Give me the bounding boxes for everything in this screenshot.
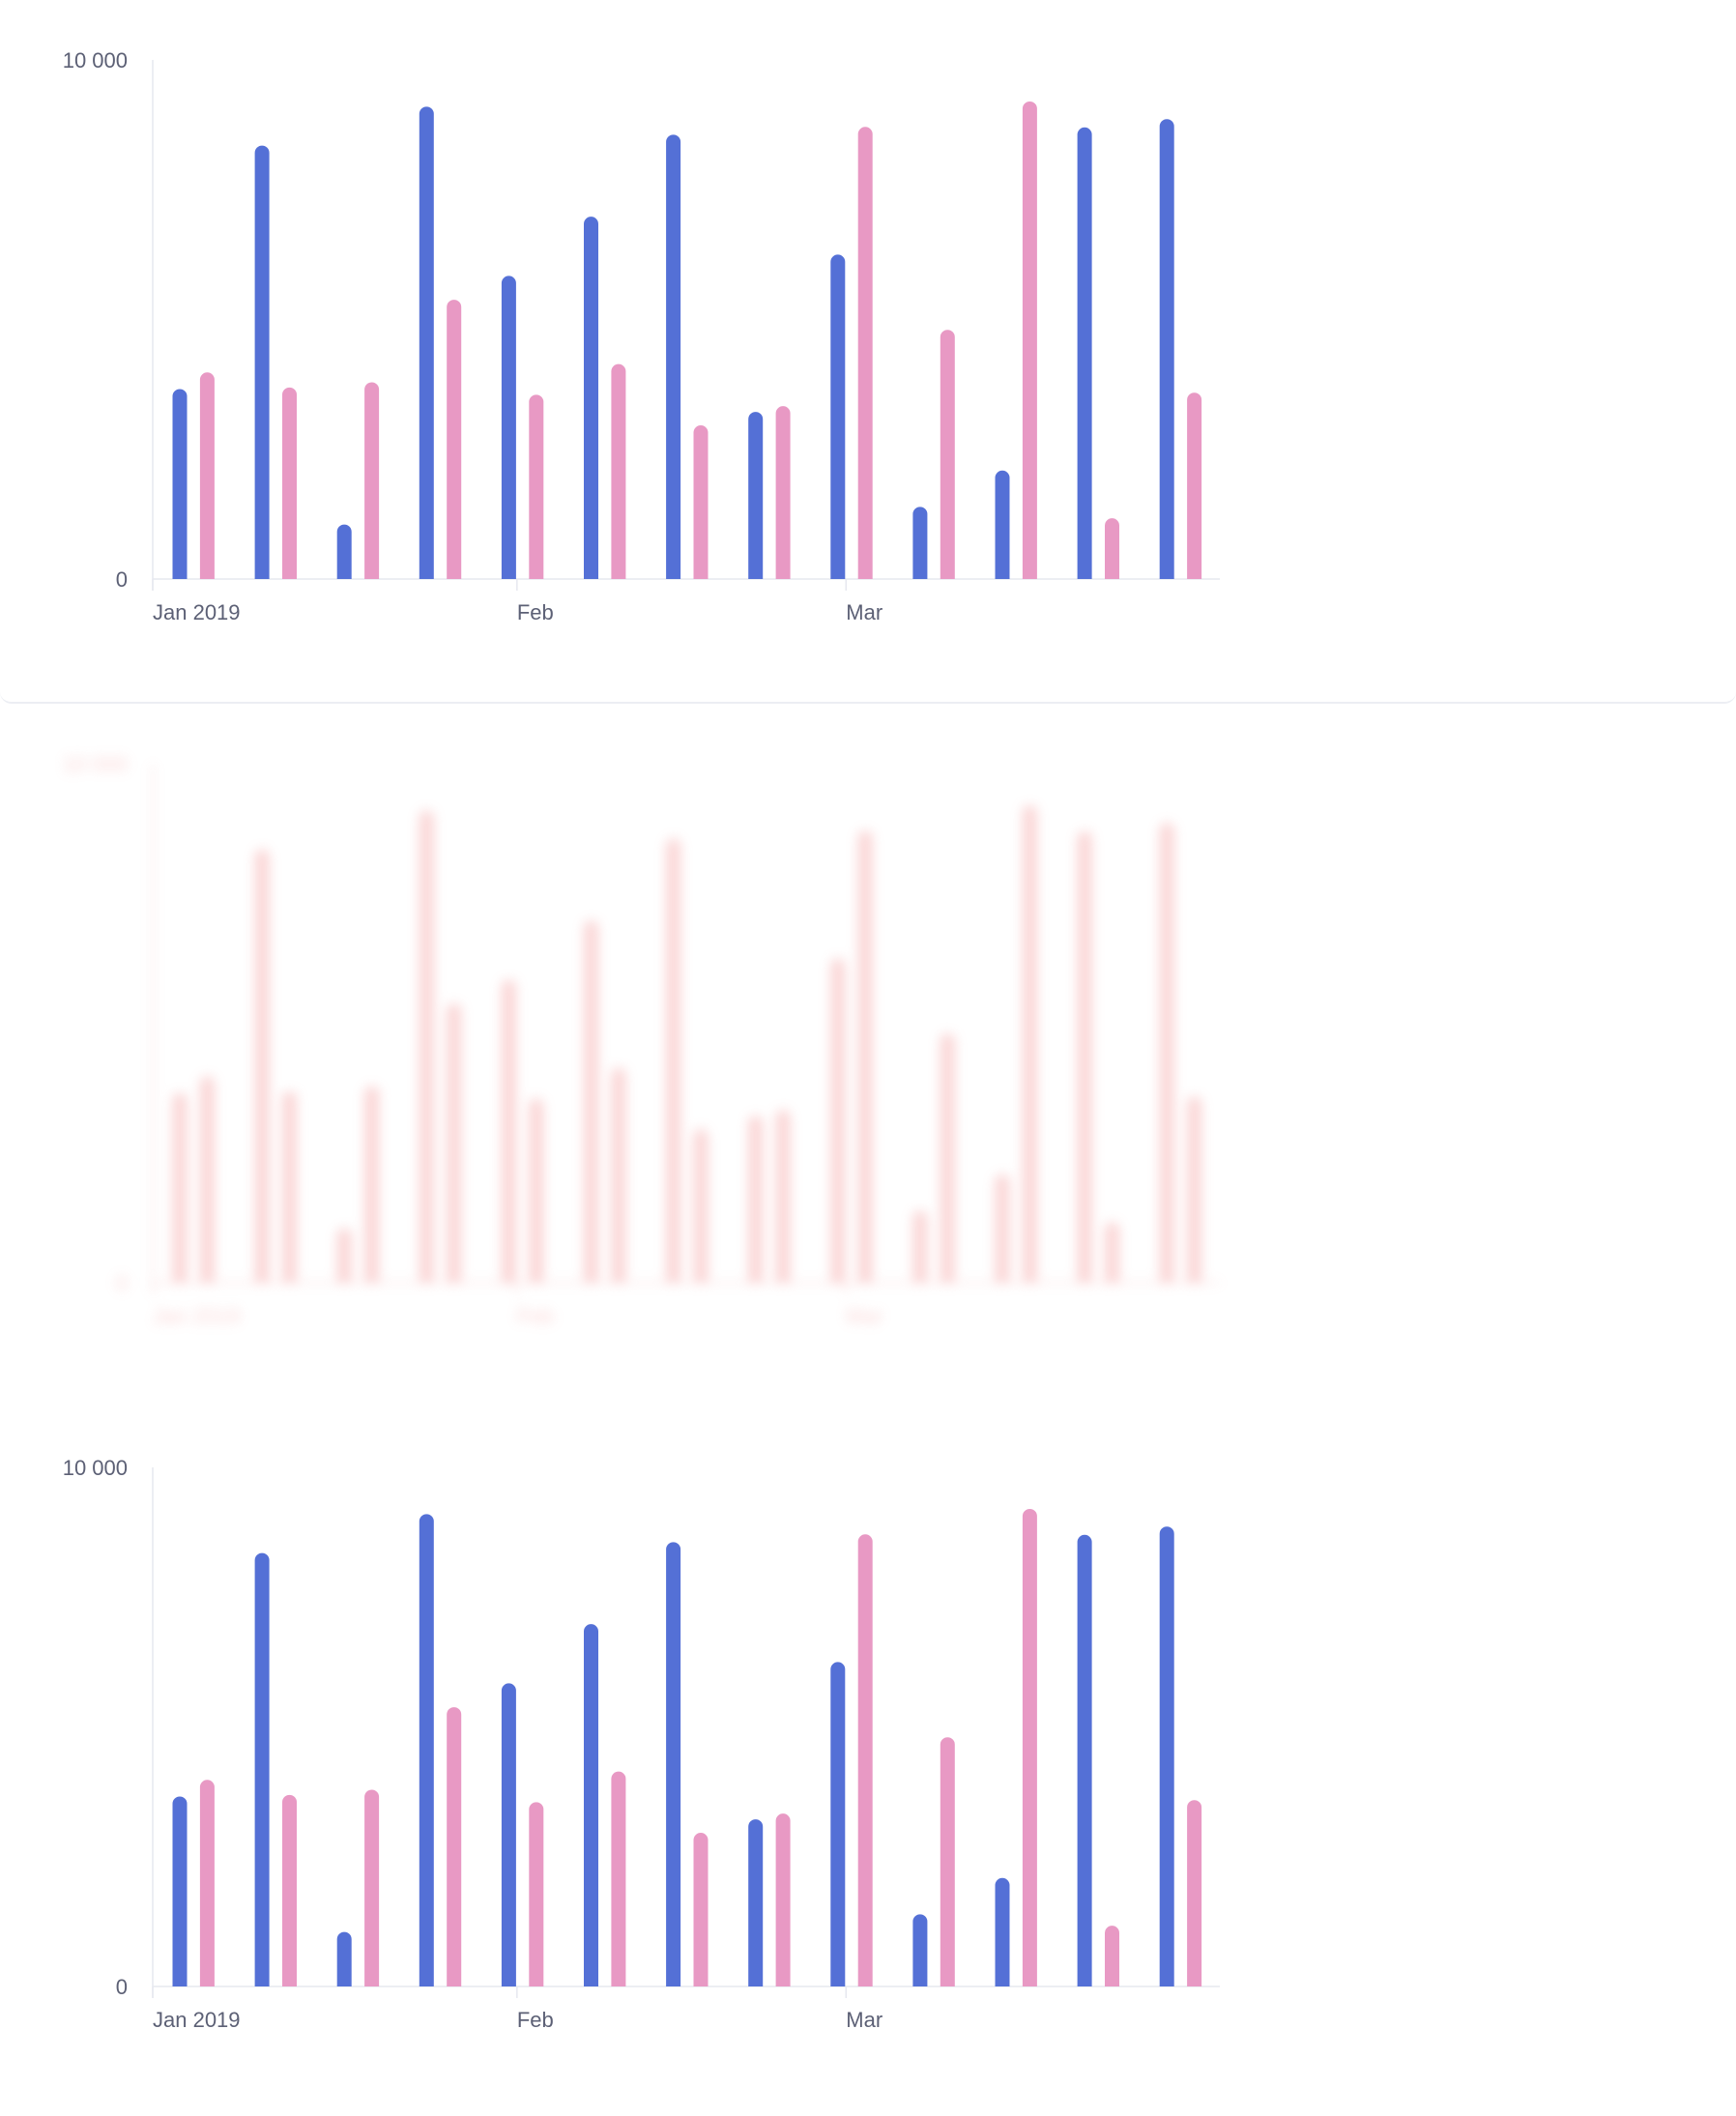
- bottom-chart-x-tick-label: Mar: [846, 2008, 882, 2032]
- ghost-chart-bar-series-1[interactable]: [172, 1092, 188, 1283]
- top-chart-bar-series-1[interactable]: [830, 254, 846, 579]
- ghost-chart-bar-series-2[interactable]: [857, 830, 873, 1283]
- bottom-chart-bar-series-2[interactable]: [1105, 1926, 1119, 1986]
- ghost-chart-bar-series-1[interactable]: [336, 1228, 352, 1283]
- top-chart-bar-series-2[interactable]: [693, 425, 709, 579]
- ghost-chart-bar-series-2[interactable]: [693, 1129, 709, 1283]
- top-chart-bar-series-2[interactable]: [940, 330, 955, 579]
- top-chart-x-tick-label: Jan 2019: [153, 600, 241, 624]
- top-chart-bar-series-2[interactable]: [1187, 392, 1202, 579]
- ghost-chart-bar-series-2[interactable]: [529, 1098, 544, 1283]
- ghost-chart-x-tick-label: Jan 2019: [153, 1304, 241, 1328]
- ghost-chart-y-tick-label: 0: [116, 1271, 128, 1295]
- top-chart-bar-series-2[interactable]: [199, 372, 215, 579]
- ghost-chart-bar-series-2[interactable]: [1105, 1222, 1119, 1283]
- bottom-chart-bar-series-1[interactable]: [995, 1877, 1010, 1986]
- bottom-chart-bar-series-2[interactable]: [364, 1789, 380, 1986]
- bottom-chart-y-tick-label: 0: [116, 1975, 128, 1999]
- ghost-chart-bar-series-2[interactable]: [447, 1003, 462, 1283]
- top-chart-bar-series-2[interactable]: [447, 300, 462, 579]
- ghost-chart-bar-series-1[interactable]: [666, 838, 681, 1283]
- ghost-chart-bar-series-2[interactable]: [364, 1086, 380, 1283]
- ghost-chart-bar-series-1[interactable]: [419, 810, 434, 1283]
- ghost-chart-y-tick-label: 10 000: [63, 752, 128, 776]
- chart-ghost-overlay: 10 000 0 Jan 2019 Feb Mar: [0, 704, 1736, 1407]
- chart-card-bottom: 10 000 0 Jan 2019 Feb Mar: [0, 1407, 1736, 2111]
- bottom-chart-bar-series-1[interactable]: [912, 1914, 928, 1986]
- bottom-chart-bar-series-1[interactable]: [172, 1796, 188, 1986]
- ghost-chart-bar-series-1[interactable]: [995, 1174, 1010, 1283]
- bottom-chart-bar-series-1[interactable]: [584, 1624, 598, 1986]
- ghost-chart-x-tick-label: Feb: [517, 1304, 554, 1328]
- top-chart-bar-series-1[interactable]: [748, 412, 764, 579]
- top-chart-bar-series-1[interactable]: [419, 106, 434, 579]
- bottom-chart-bar-series-1[interactable]: [830, 1662, 846, 1986]
- ghost-chart-bar-series-2[interactable]: [282, 1090, 297, 1283]
- top-chart-bar-series-2[interactable]: [1022, 101, 1037, 579]
- bar-chart-bottom: 10 000 0 Jan 2019 Feb Mar: [63, 1456, 1220, 2032]
- ghost-chart-bar-series-1[interactable]: [254, 849, 270, 1283]
- ghost-chart-bar-series-1[interactable]: [501, 979, 516, 1283]
- bar-chart-ghost: 10 000 0 Jan 2019 Feb Mar: [63, 752, 1220, 1328]
- ghost-chart-bar-series-2[interactable]: [611, 1067, 626, 1283]
- top-chart-bar-series-1[interactable]: [995, 470, 1010, 579]
- ghost-chart-bar-series-2[interactable]: [1022, 804, 1037, 1283]
- bottom-chart-bar-series-2[interactable]: [693, 1833, 709, 1986]
- top-chart-bar-series-1[interactable]: [666, 134, 681, 580]
- bottom-chart-bar-series-1[interactable]: [1159, 1526, 1174, 1986]
- bottom-chart-bar-series-1[interactable]: [419, 1514, 434, 1986]
- top-chart-bar-series-1[interactable]: [1077, 127, 1092, 579]
- bottom-chart-bar-series-2[interactable]: [940, 1737, 955, 1986]
- bottom-chart-bar-series-2[interactable]: [775, 1813, 791, 1986]
- top-chart-x-tick-label: Feb: [517, 600, 554, 624]
- ghost-chart-bar-series-1[interactable]: [1159, 823, 1174, 1283]
- bottom-chart-bar-series-1[interactable]: [336, 1931, 352, 1986]
- bottom-chart-y-tick-label: 10 000: [63, 1456, 128, 1480]
- ghost-chart-x-tick-label: Mar: [846, 1304, 882, 1328]
- bottom-chart-bar-series-1[interactable]: [254, 1552, 270, 1986]
- top-chart-bar-series-1[interactable]: [336, 524, 352, 579]
- bottom-chart-x-tick-label: Feb: [517, 2008, 554, 2032]
- top-chart-bar-series-1[interactable]: [584, 217, 598, 579]
- top-chart-bar-series-2[interactable]: [364, 382, 380, 579]
- ghost-chart-bar-series-1[interactable]: [748, 1116, 764, 1283]
- bottom-chart-bar-series-2[interactable]: [857, 1534, 873, 1986]
- top-chart-bar-series-2[interactable]: [529, 394, 544, 579]
- top-chart-bar-series-2[interactable]: [857, 127, 873, 579]
- ghost-chart-bar-series-2[interactable]: [775, 1110, 791, 1283]
- bottom-chart-bar-series-1[interactable]: [1077, 1534, 1092, 1986]
- top-chart-bar-series-2[interactable]: [611, 363, 626, 579]
- bottom-chart-bar-series-2[interactable]: [447, 1707, 462, 1986]
- top-chart-bar-series-2[interactable]: [775, 406, 791, 579]
- top-chart-y-tick-label: 10 000: [63, 48, 128, 72]
- bar-chart-top: 10 000 0 Jan 2019 Feb Mar: [63, 48, 1220, 624]
- top-chart-bar-series-1[interactable]: [172, 389, 188, 579]
- bottom-chart-bar-series-1[interactable]: [501, 1683, 516, 1986]
- top-chart-y-tick-label: 0: [116, 567, 128, 592]
- top-chart-bar-series-1[interactable]: [501, 275, 516, 579]
- chart-card-top: 10 000 0 Jan 2019 Feb Mar: [0, 0, 1736, 704]
- ghost-chart-bar-series-1[interactable]: [584, 920, 598, 1283]
- ghost-chart-bar-series-2[interactable]: [1187, 1096, 1202, 1283]
- ghost-chart-bar-series-2[interactable]: [199, 1076, 215, 1283]
- ghost-chart-bar-series-1[interactable]: [912, 1210, 928, 1283]
- top-chart-x-tick-label: Mar: [846, 600, 882, 624]
- ghost-chart-bar-series-1[interactable]: [830, 958, 846, 1283]
- bottom-chart-bar-series-1[interactable]: [666, 1542, 681, 1986]
- bottom-chart-bar-series-2[interactable]: [611, 1771, 626, 1986]
- ghost-chart-bar-series-2[interactable]: [940, 1033, 955, 1283]
- top-chart-bar-series-2[interactable]: [1105, 518, 1119, 579]
- top-chart-bar-series-1[interactable]: [1159, 119, 1174, 579]
- top-chart-bar-series-1[interactable]: [254, 145, 270, 579]
- bottom-chart-bar-series-2[interactable]: [1022, 1508, 1037, 1986]
- bottom-chart-bar-series-1[interactable]: [748, 1819, 764, 1986]
- top-chart-bar-series-2[interactable]: [282, 387, 297, 579]
- bottom-chart-bar-series-2[interactable]: [1187, 1800, 1202, 1986]
- bottom-chart-x-tick-label: Jan 2019: [153, 2008, 241, 2032]
- bottom-chart-bar-series-2[interactable]: [529, 1802, 544, 1986]
- bottom-chart-bar-series-2[interactable]: [199, 1780, 215, 1986]
- ghost-chart-bar-series-1[interactable]: [1077, 830, 1092, 1283]
- bottom-chart-bar-series-2[interactable]: [282, 1794, 297, 1986]
- top-chart-bar-series-1[interactable]: [912, 507, 928, 579]
